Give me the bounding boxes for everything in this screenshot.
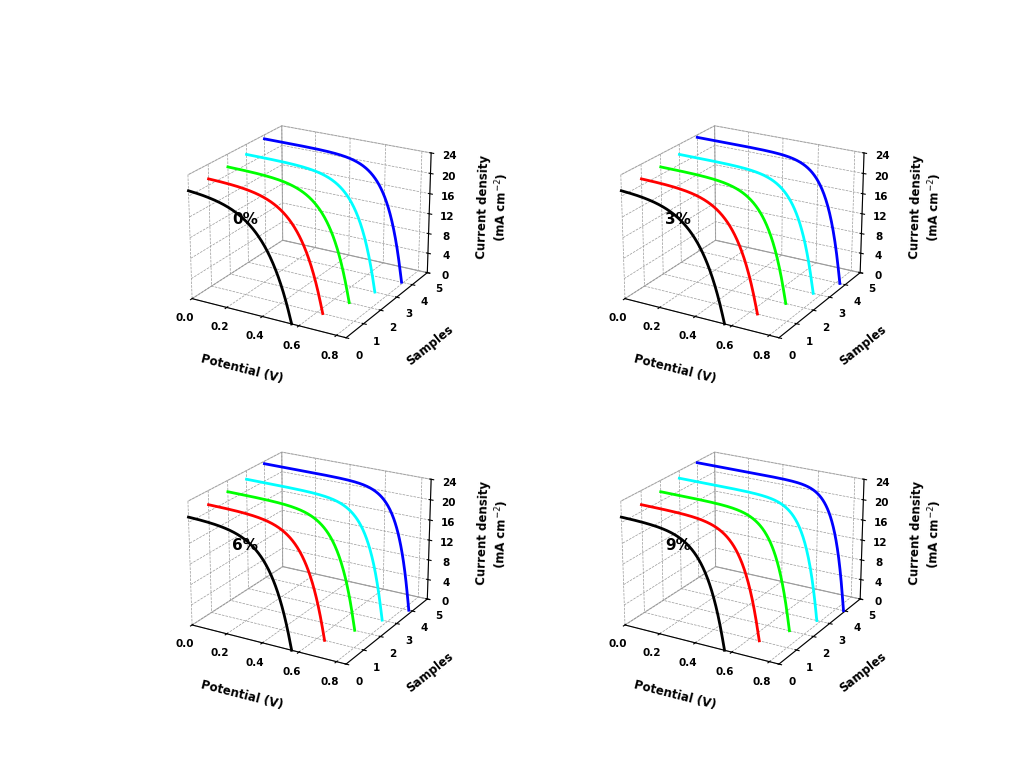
Y-axis label: Samples: Samples (404, 323, 456, 368)
X-axis label: Potential (V): Potential (V) (632, 678, 717, 712)
Text: 6%: 6% (232, 538, 258, 553)
Y-axis label: Samples: Samples (404, 650, 456, 695)
X-axis label: Potential (V): Potential (V) (200, 352, 285, 385)
Y-axis label: Samples: Samples (837, 650, 889, 695)
X-axis label: Potential (V): Potential (V) (632, 352, 717, 385)
Y-axis label: Samples: Samples (837, 323, 889, 368)
Text: 9%: 9% (666, 538, 691, 553)
Text: 3%: 3% (666, 212, 691, 227)
Text: 0%: 0% (232, 212, 258, 227)
X-axis label: Potential (V): Potential (V) (200, 678, 285, 712)
